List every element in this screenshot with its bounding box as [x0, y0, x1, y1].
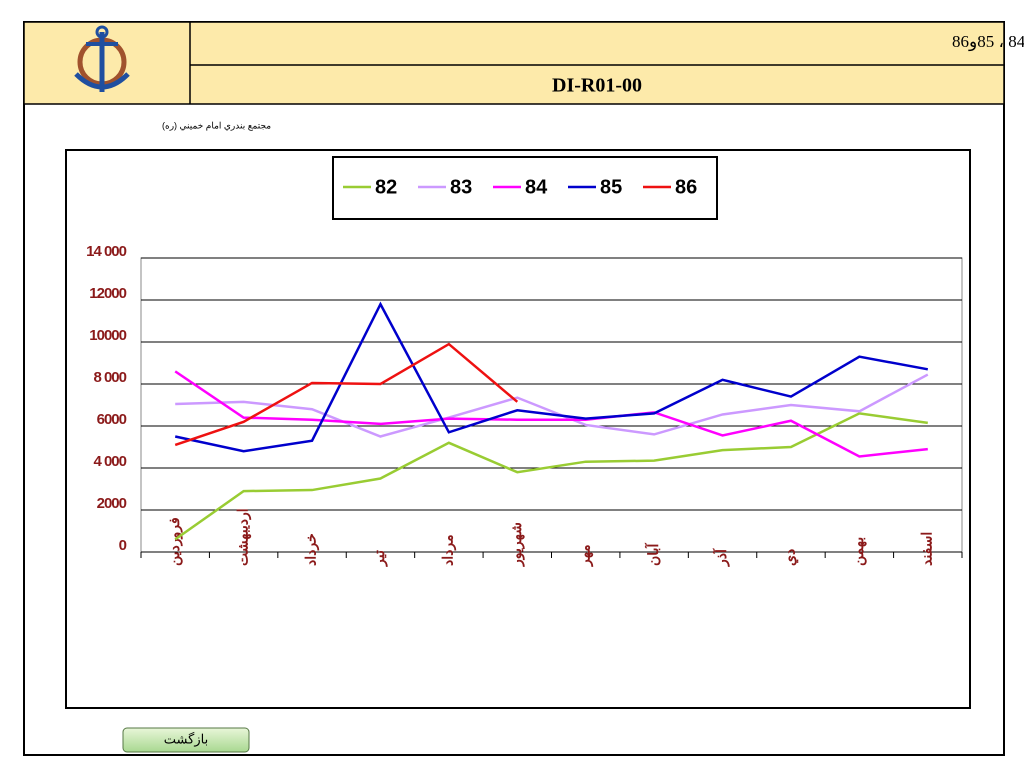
- x-tick-label: آذر: [712, 548, 730, 567]
- y-tick-label: 14 000: [86, 243, 127, 260]
- legend-label: 84: [525, 176, 548, 198]
- y-tick-label: 4 000: [93, 453, 126, 470]
- back-button[interactable]: بازگشت: [122, 727, 250, 753]
- legend-label: 85: [600, 176, 622, 198]
- y-tick-label: 0: [119, 537, 127, 554]
- title: نمودار مقايسه اي تخليه و بارگيري كانتينر…: [952, 31, 1024, 52]
- y-tick-label: 12000: [89, 285, 126, 302]
- y-tick-label: 6000: [97, 411, 127, 428]
- series-line: [175, 373, 929, 438]
- series-line: [174, 412, 928, 541]
- y-tick-label: 2000: [97, 495, 127, 512]
- x-tick-label: شهريور: [508, 522, 525, 567]
- x-tick-label: دي: [782, 549, 799, 566]
- button-body[interactable]: [122, 727, 250, 753]
- legend-label: 86: [675, 176, 697, 198]
- header: [23, 21, 1005, 105]
- x-tick-label: فروردين: [166, 517, 183, 566]
- chart-box: [65, 149, 971, 709]
- legend-label: 82: [375, 176, 397, 198]
- org-name: مجتمع بندري امام خميني (ره): [162, 120, 271, 131]
- x-tick-label: آبان: [644, 543, 661, 566]
- button-label[interactable]: بازگشت: [164, 731, 208, 747]
- x-tick-label: بهمن: [850, 537, 867, 566]
- y-tick-label: 10000: [89, 327, 126, 344]
- x-tick-label: خرداد: [303, 533, 320, 566]
- logo: [74, 25, 130, 92]
- x-tick-label: ارديبهشت: [234, 508, 251, 566]
- x-tick-label: مهر: [576, 544, 593, 567]
- x-tick-label: تير: [371, 550, 388, 567]
- series-line: [174, 301, 929, 453]
- series-line: [174, 342, 519, 447]
- legend-label: 83: [450, 176, 472, 198]
- doc-code: DI-R01-00: [552, 75, 642, 97]
- series-line: [174, 370, 928, 458]
- x-tick-label: اسفند: [918, 532, 934, 566]
- y-tick-label: 8 000: [93, 369, 126, 386]
- x-tick-label: مرداد: [440, 534, 457, 566]
